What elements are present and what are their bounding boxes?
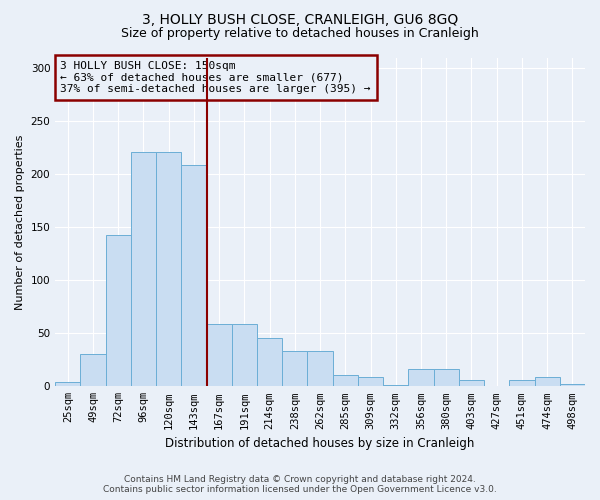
Bar <box>257 338 282 386</box>
Bar <box>106 234 131 386</box>
Text: 3, HOLLY BUSH CLOSE, CRANLEIGH, GU6 8GQ: 3, HOLLY BUSH CLOSE, CRANLEIGH, GU6 8GQ <box>142 12 458 26</box>
Text: 3 HOLLY BUSH CLOSE: 150sqm
← 63% of detached houses are smaller (677)
37% of sem: 3 HOLLY BUSH CLOSE: 150sqm ← 63% of deta… <box>61 61 371 94</box>
Bar <box>383 385 409 386</box>
Bar <box>434 370 459 386</box>
Bar <box>181 164 206 386</box>
Bar <box>358 377 383 386</box>
Bar <box>560 384 585 386</box>
Bar <box>156 152 181 386</box>
Bar <box>409 370 434 386</box>
Bar <box>459 380 484 386</box>
Bar <box>282 352 307 386</box>
X-axis label: Distribution of detached houses by size in Cranleigh: Distribution of detached houses by size … <box>166 437 475 450</box>
Bar <box>232 324 257 386</box>
Bar <box>535 377 560 386</box>
Bar <box>80 354 106 386</box>
Bar <box>131 152 156 386</box>
Bar <box>206 324 232 386</box>
Bar <box>307 352 332 386</box>
Bar <box>509 380 535 386</box>
Y-axis label: Number of detached properties: Number of detached properties <box>15 134 25 310</box>
Bar <box>332 374 358 386</box>
Text: Contains HM Land Registry data © Crown copyright and database right 2024.
Contai: Contains HM Land Registry data © Crown c… <box>103 474 497 494</box>
Text: Size of property relative to detached houses in Cranleigh: Size of property relative to detached ho… <box>121 28 479 40</box>
Bar <box>55 382 80 386</box>
